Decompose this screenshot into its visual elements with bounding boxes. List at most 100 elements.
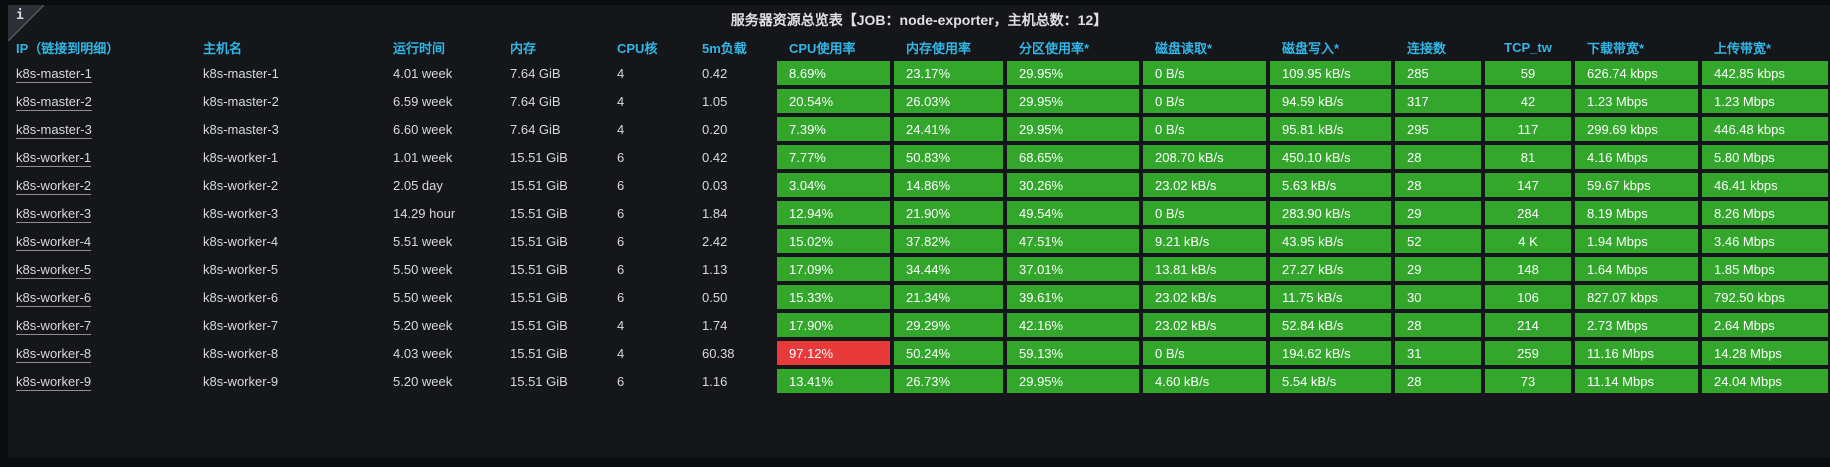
- cell-download_bw: 1.23 Mbps: [1573, 87, 1700, 115]
- cell-load_5m: 2.42: [702, 233, 728, 249]
- column-header-upload_bw[interactable]: 上传带宽*: [1714, 40, 1772, 56]
- cell-mem_usage: 50.24%: [892, 339, 1005, 367]
- cell-cpu_cores: 6: [617, 261, 625, 277]
- column-header-disk_write[interactable]: 磁盘写入*: [1282, 40, 1340, 56]
- cell-upload_bw: 5.80 Mbps: [1700, 143, 1830, 171]
- cell-upload_bw: 442.85 kbps: [1700, 59, 1830, 87]
- cell-load_5m: 0.42: [702, 65, 728, 81]
- cell-cpu_cores: 6: [617, 177, 625, 193]
- cell-memory: 15.51 GiB: [510, 373, 568, 389]
- cell-tcp_tw: 106: [1483, 283, 1573, 311]
- cell-uptime: 2.05 day: [393, 177, 443, 193]
- cell-tcp_tw: 4 K: [1483, 227, 1573, 255]
- cell-load_5m: 1.16: [702, 373, 728, 389]
- cell-upload_bw: 24.04 Mbps: [1700, 367, 1830, 395]
- cell-disk_read: 9.21 kB/s: [1141, 227, 1268, 255]
- cell-cpu_usage: 12.94%: [775, 199, 892, 227]
- cell-cpu_usage: 20.54%: [775, 87, 892, 115]
- cell-memory: 15.51 GiB: [510, 317, 568, 333]
- cell-mem_usage: 34.44%: [892, 255, 1005, 283]
- column-header-download_bw[interactable]: 下载带宽*: [1587, 40, 1645, 56]
- cell-tcp_tw: 117: [1483, 115, 1573, 143]
- cell-partition_usage: 39.61%: [1005, 283, 1141, 311]
- column-header-disk_read[interactable]: 磁盘读取*: [1155, 40, 1213, 56]
- cell-uptime: 5.50 week: [393, 289, 453, 305]
- cell-hostname: k8s-master-3: [203, 121, 279, 137]
- cell-upload_bw: 3.46 Mbps: [1700, 227, 1830, 255]
- ip-detail-link[interactable]: k8s-worker-7: [16, 317, 92, 333]
- cell-upload_bw: 8.26 Mbps: [1700, 199, 1830, 227]
- cell-download_bw: 59.67 kbps: [1573, 171, 1700, 199]
- cell-memory: 15.51 GiB: [510, 205, 568, 221]
- cell-load_5m: 1.05: [702, 93, 728, 109]
- ip-detail-link[interactable]: k8s-worker-2: [16, 177, 92, 193]
- cell-download_bw: 8.19 Mbps: [1573, 199, 1700, 227]
- cell-memory: 7.64 GiB: [510, 65, 561, 81]
- cell-tcp_tw: 81: [1483, 143, 1573, 171]
- cell-hostname: k8s-master-1: [203, 65, 279, 81]
- ip-detail-link[interactable]: k8s-master-3: [16, 121, 92, 137]
- cell-memory: 15.51 GiB: [510, 177, 568, 193]
- cell-mem_usage: 29.29%: [892, 311, 1005, 339]
- cell-memory: 7.64 GiB: [510, 121, 561, 137]
- table-row: k8s-worker-6 k8s-worker-6 5.50 week 15.51 G…: [8, 283, 1830, 311]
- cell-uptime: 4.03 week: [393, 345, 453, 361]
- ip-detail-link[interactable]: k8s-worker-5: [16, 261, 92, 277]
- cell-ip: k8s-worker-8: [8, 339, 195, 367]
- ip-detail-link[interactable]: k8s-master-1: [16, 65, 92, 81]
- column-header-mem_usage[interactable]: 内存使用率: [906, 40, 972, 56]
- table-row: k8s-worker-4 k8s-worker-4 5.51 week 15.51 G…: [8, 227, 1830, 255]
- column-header-connections[interactable]: 连接数: [1407, 40, 1447, 56]
- resource-table: IP（链接到明细） 主机名 运行时间 内存 CPU核 5m负载 CPU使用率 内存使用率 分区使…: [8, 35, 1830, 395]
- ip-detail-link[interactable]: k8s-worker-1: [16, 149, 92, 165]
- column-header-cpu_usage[interactable]: CPU使用率: [789, 40, 856, 56]
- cell-tcp_tw: 42: [1483, 87, 1573, 115]
- column-header-load_5m[interactable]: 5m负载: [702, 40, 747, 56]
- column-header-memory[interactable]: 内存: [510, 40, 537, 56]
- column-header-ip[interactable]: IP（链接到明细）: [16, 40, 120, 56]
- cell-uptime: 5.51 week: [393, 233, 453, 249]
- column-header-hostname[interactable]: 主机名: [203, 40, 243, 56]
- cell-connections: 28: [1393, 171, 1483, 199]
- cell-cpu_usage: 97.12%: [775, 339, 892, 367]
- cell-cpu_cores: 6: [617, 205, 625, 221]
- table-row: k8s-master-3 k8s-master-3 6.60 week 7.64 Gi…: [8, 115, 1830, 143]
- column-header-uptime[interactable]: 运行时间: [393, 40, 446, 56]
- column-header-tcp_tw[interactable]: TCP_tw: [1504, 39, 1552, 55]
- cell-partition_usage: 29.95%: [1005, 115, 1141, 143]
- cell-upload_bw: 792.50 kbps: [1700, 283, 1830, 311]
- cell-partition_usage: 29.95%: [1005, 59, 1141, 87]
- ip-detail-link[interactable]: k8s-worker-3: [16, 205, 92, 221]
- cell-uptime: 5.20 week: [393, 317, 453, 333]
- panel-title[interactable]: 服务器资源总览表【JOB：node-exporter，主机总数：12】: [730, 12, 1108, 28]
- column-header-cpu_cores[interactable]: CPU核: [617, 40, 658, 56]
- cell-cpu_usage: 8.69%: [775, 59, 892, 87]
- cell-disk_write: 5.63 kB/s: [1268, 171, 1393, 199]
- cell-connections: 29: [1393, 199, 1483, 227]
- cell-load_5m: 1.74: [702, 317, 728, 333]
- cell-disk_write: 194.62 kB/s: [1268, 339, 1393, 367]
- panel-info-corner[interactable]: i: [8, 5, 44, 41]
- cell-mem_usage: 23.17%: [892, 59, 1005, 87]
- ip-detail-link[interactable]: k8s-worker-9: [16, 373, 92, 389]
- cell-partition_usage: 37.01%: [1005, 255, 1141, 283]
- cell-ip: k8s-worker-7: [8, 311, 195, 339]
- column-header-partition_usage[interactable]: 分区使用率*: [1019, 40, 1090, 56]
- table-row: k8s-master-2 k8s-master-2 6.59 week 7.64 Gi…: [8, 87, 1830, 115]
- cell-disk_read: 0 B/s: [1141, 115, 1268, 143]
- ip-detail-link[interactable]: k8s-worker-4: [16, 233, 92, 249]
- cell-connections: 29: [1393, 255, 1483, 283]
- info-corner-triangle: [8, 5, 44, 41]
- cell-disk_write: 283.90 kB/s: [1268, 199, 1393, 227]
- cell-disk_write: 450.10 kB/s: [1268, 143, 1393, 171]
- cell-hostname: k8s-worker-3: [203, 205, 279, 221]
- info-icon: i: [16, 8, 24, 23]
- cell-connections: 28: [1393, 143, 1483, 171]
- cell-hostname: k8s-worker-2: [203, 177, 279, 193]
- cell-upload_bw: 1.23 Mbps: [1700, 87, 1830, 115]
- cell-uptime: 6.59 week: [393, 93, 453, 109]
- ip-detail-link[interactable]: k8s-worker-6: [16, 289, 92, 305]
- cell-tcp_tw: 59: [1483, 59, 1573, 87]
- ip-detail-link[interactable]: k8s-master-2: [16, 93, 92, 109]
- ip-detail-link[interactable]: k8s-worker-8: [16, 345, 92, 361]
